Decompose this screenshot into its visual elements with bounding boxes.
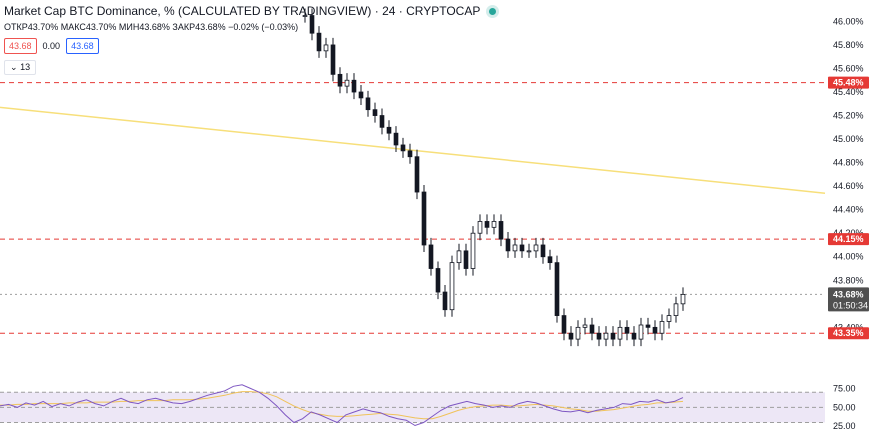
chart-title: Market Cap BTC Dominance, % (CALCULATED … (4, 4, 497, 18)
price-tick-label: 43.80% (833, 275, 864, 285)
candle-body (449, 262, 455, 311)
candle-body (428, 244, 434, 269)
candle-body (393, 132, 399, 146)
candle-body (435, 268, 441, 293)
candle-body (603, 332, 609, 340)
candle-body (624, 326, 630, 334)
candle-body (652, 326, 658, 334)
ohlc-readout: ОТКР43.70% МАКС43.70% МИН43.68% ЗАКР43.6… (4, 22, 299, 32)
price-axis[interactable]: 46.00% 45.80% 45.60% 45.40% 45.20% 45.00% 44.8… (833, 16, 864, 332)
buy-price-box[interactable]: 43.68 (66, 38, 99, 54)
rsi-band-lines (0, 391, 825, 423)
candle-body (302, 15, 308, 17)
rsi-tick-label: 50.00 (833, 402, 856, 412)
candle-body (568, 332, 574, 340)
price-series (302, 8, 686, 347)
candle-body (379, 115, 385, 128)
candle-body (589, 324, 595, 334)
candle-body (414, 156, 420, 193)
price-tick-label: 45.40% (833, 87, 864, 97)
countdown-label: 01:50:34 (833, 300, 868, 310)
price-tick-label: 44.00% (833, 252, 864, 262)
trend-line (0, 106, 826, 194)
candle-body (477, 221, 483, 234)
rsi-ma-line (0, 391, 684, 420)
price-tick-label: 45.20% (833, 111, 864, 121)
chevron-down-icon: ⌄ (10, 62, 18, 72)
candle-body (547, 256, 553, 264)
candle-body (491, 221, 497, 228)
horizontal-levels (0, 82, 825, 334)
candle-body (575, 326, 581, 340)
candle-body (351, 79, 357, 93)
candle-body (421, 191, 427, 246)
candle-body (498, 221, 504, 240)
candle-body (519, 244, 525, 252)
current-price-label: 43.68% (833, 289, 864, 299)
candle-body (309, 15, 315, 34)
price-boxes: 43.68 0.00 43.68 (4, 38, 99, 54)
candle-body (533, 244, 539, 252)
rsi-tick-label: 75.00 (833, 384, 856, 394)
candle-body (554, 262, 560, 316)
price-tags: 45.48% 44.15% 43.35% 43.68%01:50:34 (828, 76, 869, 340)
candle-body (610, 332, 616, 340)
price-tick-label: 44.80% (833, 158, 864, 168)
level-price-tag (828, 233, 869, 246)
candle-body (330, 44, 336, 75)
candle-body (659, 321, 665, 334)
sell-price-box[interactable]: 43.68 (4, 38, 37, 54)
market-status-icon (489, 8, 497, 16)
candle-body (561, 315, 567, 334)
price-tick-label: 45.00% (833, 134, 864, 144)
spread-value: 0.00 (42, 41, 61, 51)
candle-body (512, 244, 518, 252)
rsi-line (0, 384, 684, 427)
candle-body (400, 144, 406, 152)
candle-body (470, 232, 476, 269)
price-tick-label: 45.60% (833, 63, 864, 73)
candle-body (505, 238, 511, 252)
candle-body (638, 324, 644, 340)
candle-body (344, 79, 350, 87)
candle-body (645, 324, 651, 328)
candle-body (407, 150, 413, 158)
candle-body (358, 91, 364, 99)
level-price-tag (828, 327, 869, 340)
candle-body (316, 32, 322, 52)
candle-body (631, 332, 637, 340)
candle-body (386, 126, 392, 134)
level-price-label: 45.48% (833, 78, 864, 88)
level-price-label: 44.15% (833, 234, 864, 244)
candle-body (337, 73, 343, 87)
candle-body (323, 44, 329, 52)
indicators-toggle[interactable]: ⌄ 13 (4, 60, 37, 75)
candle-body (526, 250, 532, 253)
price-tick-label: 46.00% (833, 16, 864, 26)
candle-body (456, 250, 462, 264)
indicator-count: 13 (20, 62, 31, 72)
candle-body (372, 109, 378, 116)
price-tick-label: 44.40% (833, 205, 864, 215)
level-price-tag (828, 76, 869, 89)
candle-body (617, 326, 623, 340)
candle-body (540, 244, 546, 258)
price-tick-label: 45.80% (833, 40, 864, 50)
price-tick-label: 44.60% (833, 181, 864, 191)
candle-body (666, 315, 672, 322)
candle-body (596, 332, 602, 340)
level-price-label: 43.35% (833, 328, 864, 338)
candle-body (484, 221, 490, 228)
chart-title-text: Market Cap BTC Dominance, % (CALCULATED … (4, 4, 481, 18)
rsi-tick-label: 25.00 (833, 421, 856, 431)
current-price-tag (828, 287, 869, 312)
candle-body (463, 250, 469, 269)
candle-body (442, 291, 448, 311)
rsi-axis[interactable]: 75.00 50.00 25.00 (833, 384, 856, 432)
candle-body (680, 294, 686, 305)
candle-body (365, 97, 371, 111)
candle-body (582, 324, 588, 328)
candle-body (673, 303, 679, 316)
